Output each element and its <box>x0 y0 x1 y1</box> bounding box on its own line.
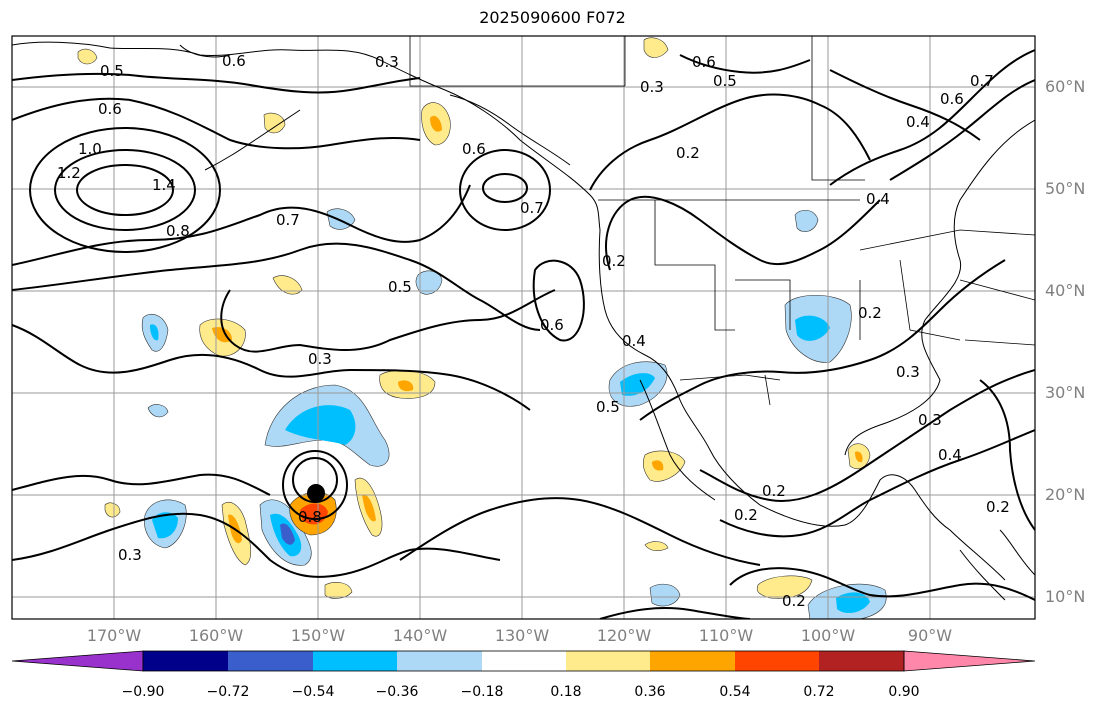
lon-label: 170°W <box>86 626 142 645</box>
contour-label: 0.2 <box>762 482 786 500</box>
colorbar-tick-label: −0.54 <box>291 684 335 700</box>
contour-label: 1.4 <box>152 176 176 194</box>
lat-label: 20°N <box>1045 485 1086 504</box>
contour-label: 0.4 <box>938 446 962 464</box>
contour-label: 0.6 <box>222 52 246 70</box>
lon-label: 120°W <box>596 626 652 645</box>
lon-label: 130°W <box>494 626 550 645</box>
lon-label: 150°W <box>290 626 346 645</box>
contour-label: 0.6 <box>940 90 964 108</box>
colorbar <box>11 650 1036 672</box>
lat-label: 40°N <box>1045 281 1086 300</box>
contour-label: 0.6 <box>540 316 564 334</box>
contour-label: 0.6 <box>98 100 122 118</box>
lon-label: 140°W <box>392 626 448 645</box>
contour-label: 0.2 <box>734 506 758 524</box>
lat-label: 50°N <box>1045 179 1086 198</box>
lat-label: 10°N <box>1045 587 1086 606</box>
contour-label: 0.5 <box>596 398 620 416</box>
contour-label: 0.7 <box>276 211 300 229</box>
lon-label: 90°W <box>907 626 953 645</box>
coastlines <box>12 41 1035 601</box>
storm-center-dot <box>307 484 325 502</box>
lat-label: 30°N <box>1045 383 1086 402</box>
colorbar-tick-label: −0.90 <box>121 684 165 700</box>
contour-label: 0.3 <box>896 363 920 381</box>
contour-label: 0.5 <box>100 62 124 80</box>
contour-label: 0.3 <box>308 350 332 368</box>
colorbar-tick-label: 0.36 <box>634 684 666 700</box>
contour-lines <box>12 49 1035 619</box>
contour-label: 0.2 <box>602 252 626 270</box>
colorbar-tick-label: 0.18 <box>550 684 582 700</box>
contour-label: 0.4 <box>622 332 646 350</box>
contour-label: 0.6 <box>462 140 486 158</box>
contour-label: 0.2 <box>676 144 700 162</box>
contour-label: 0.3 <box>118 546 142 564</box>
colorbar-tick-label: −0.36 <box>375 684 419 700</box>
contour-label: 0.3 <box>375 53 399 71</box>
lon-label: 160°W <box>188 626 244 645</box>
contour-label: 0.6 <box>692 53 716 71</box>
contour-label: 0.8 <box>166 222 190 240</box>
political-borders <box>409 36 1035 406</box>
colorbar-tick-label: 0.90 <box>888 684 920 700</box>
contour-label: 0.3 <box>918 411 942 429</box>
contour-label: 0.4 <box>866 190 890 208</box>
lat-label: 60°N <box>1045 77 1086 96</box>
contour-label: 1.2 <box>57 164 81 182</box>
contour-label: 1.0 <box>78 140 102 158</box>
map-frame <box>11 35 1036 620</box>
contour-label: 0.4 <box>906 113 930 131</box>
colorbar-tick-label: 0.72 <box>803 684 835 700</box>
contour-label: 0.2 <box>858 304 882 322</box>
contour-label: 0.7 <box>970 72 994 90</box>
contour-label: 0.7 <box>520 199 544 217</box>
contour-label: 0.5 <box>713 72 737 90</box>
colorbar-tick-label: −0.18 <box>460 684 504 700</box>
colorbar-tick-label: 0.54 <box>719 684 751 700</box>
contour-label: 0.2 <box>986 498 1010 516</box>
contour-label-group: 0.5 0.6 0.3 0.6 0.5 0.7 0.6 0.3 0.6 1.0 … <box>57 52 1010 610</box>
lon-label: 110°W <box>698 626 754 645</box>
contour-label: 0.2 <box>782 592 806 610</box>
shaded-anomalies <box>77 37 887 619</box>
map-title: 2025090600 F072 <box>479 8 626 27</box>
gridlines <box>12 36 1035 619</box>
contour-label: 0.5 <box>388 278 412 296</box>
lon-label: 100°W <box>800 626 856 645</box>
contour-label: 0.3 <box>640 78 664 96</box>
colorbar-tick-label: −0.72 <box>206 684 250 700</box>
contour-label: 0.8 <box>298 508 322 526</box>
